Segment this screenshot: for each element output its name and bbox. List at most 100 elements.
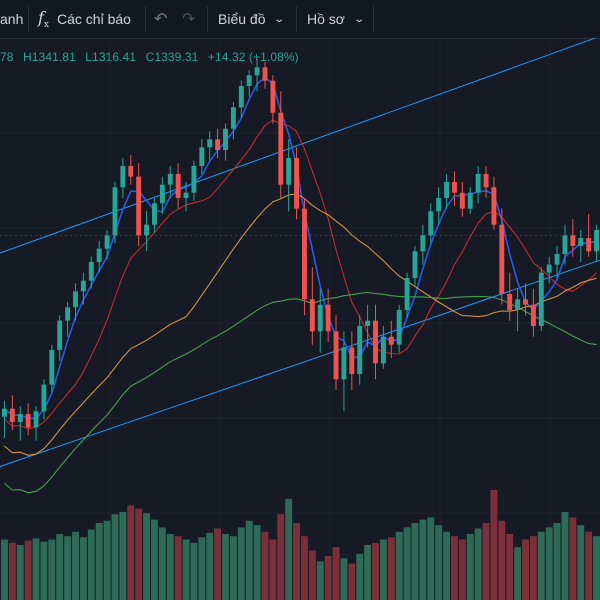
volume-bar <box>443 531 450 600</box>
toolbar-divider <box>28 6 29 32</box>
volume-bar <box>585 531 593 600</box>
indicators-label: Các chỉ báo <box>57 11 131 27</box>
candle-body <box>420 235 426 252</box>
ohlc-open: 78 <box>0 50 14 64</box>
ma-red-line <box>4 119 597 430</box>
volume-bar <box>143 513 150 600</box>
redo-button[interactable]: ↷ <box>182 0 195 38</box>
volume-bar <box>427 517 435 600</box>
candle-body <box>388 336 394 345</box>
candle-body <box>33 411 39 428</box>
volume-bar <box>56 534 64 600</box>
volume-bar <box>522 539 529 600</box>
candle-body <box>112 187 118 236</box>
candle-body <box>120 166 126 188</box>
volume-bars <box>1 490 600 600</box>
candle-body <box>428 211 434 236</box>
volume-bar <box>474 528 482 600</box>
candle-body <box>167 174 173 185</box>
candle-body <box>104 235 110 249</box>
candlesticks <box>2 59 599 441</box>
volume-bar <box>301 536 308 600</box>
profile-label: Hồ sơ <box>307 11 345 27</box>
candle-body <box>183 192 189 198</box>
candle-body <box>246 75 252 86</box>
volume-bar <box>506 534 514 600</box>
candle-body <box>491 187 497 225</box>
volume-bar <box>269 539 277 600</box>
volume-bar <box>419 519 427 600</box>
candle-body <box>499 224 505 294</box>
candle-body <box>159 184 165 204</box>
candle-body <box>215 139 221 150</box>
candle-body <box>333 331 339 380</box>
candle-body <box>412 251 418 278</box>
candle-body <box>396 310 402 345</box>
profile-button[interactable]: Hồ sơ ⌄ <box>307 0 366 38</box>
volume-bar <box>151 519 158 600</box>
candle-body <box>207 139 213 148</box>
candle-body <box>530 304 536 326</box>
undo-button[interactable]: ↶ <box>154 0 167 38</box>
candle-body <box>523 299 528 305</box>
toolbar-divider <box>145 6 146 32</box>
candle-body <box>254 67 260 76</box>
price-chart[interactable] <box>0 38 600 600</box>
candle-body <box>175 174 181 198</box>
volume-bar <box>395 531 403 600</box>
fx-icon: fx <box>38 7 49 31</box>
volume-bar <box>372 542 379 600</box>
volume-bar <box>348 563 356 600</box>
ohlc-low: L1316.41 <box>85 50 137 64</box>
chart-label: Biểu đồ <box>218 11 266 27</box>
volume-bar <box>482 523 490 600</box>
toolbar-divider <box>296 6 297 32</box>
undo-arrow-icon: ↶ <box>154 11 168 28</box>
candle-body <box>199 147 205 166</box>
chart-type-button[interactable]: Biểu đồ ⌄ <box>218 0 286 38</box>
volume-bar <box>387 537 395 600</box>
volume-bar <box>332 547 340 600</box>
chevron-down-icon: ⌄ <box>353 13 366 25</box>
volume-bar <box>364 545 372 600</box>
indicators-button[interactable]: fx Các chỉ báo <box>38 0 131 38</box>
candle-body <box>349 347 355 374</box>
volume-bar <box>553 523 561 600</box>
candle-body <box>309 299 315 332</box>
ohlc-change: +14.32 (+1.08%) <box>207 50 299 64</box>
volume-bar <box>48 539 56 600</box>
candle-body <box>365 320 371 326</box>
volume-bar <box>324 556 332 600</box>
candle-body <box>2 408 7 417</box>
toolbar-truncated-item[interactable]: anh <box>0 0 23 38</box>
volume-bar <box>293 523 300 600</box>
candle-body <box>230 107 236 129</box>
volume-bar <box>198 537 206 600</box>
candle-body <box>325 304 331 332</box>
volume-bar <box>261 531 269 600</box>
redo-arrow-icon: ↷ <box>182 11 196 28</box>
volume-bar <box>308 550 316 600</box>
candle-body <box>373 320 378 364</box>
volume-bar <box>182 539 190 600</box>
volume-bar <box>16 545 24 600</box>
volume-bar <box>435 525 443 600</box>
candle-body <box>191 166 197 193</box>
volume-bar <box>24 540 32 600</box>
candle-body <box>594 230 599 252</box>
candle-body <box>65 307 71 321</box>
volume-bar <box>127 505 135 600</box>
candle-body <box>452 182 457 193</box>
trend-channel <box>0 38 600 468</box>
candle-body <box>80 280 86 292</box>
ma-fast-line <box>3 76 597 420</box>
volume-bar <box>8 542 16 600</box>
volume-bar <box>529 536 537 600</box>
volume-bar <box>237 527 245 600</box>
volume-bar <box>537 531 545 600</box>
volume-bar <box>32 538 40 600</box>
candle-body <box>357 326 363 374</box>
candle-body <box>483 174 489 188</box>
candle-body <box>341 347 347 380</box>
candle-body <box>538 272 544 326</box>
